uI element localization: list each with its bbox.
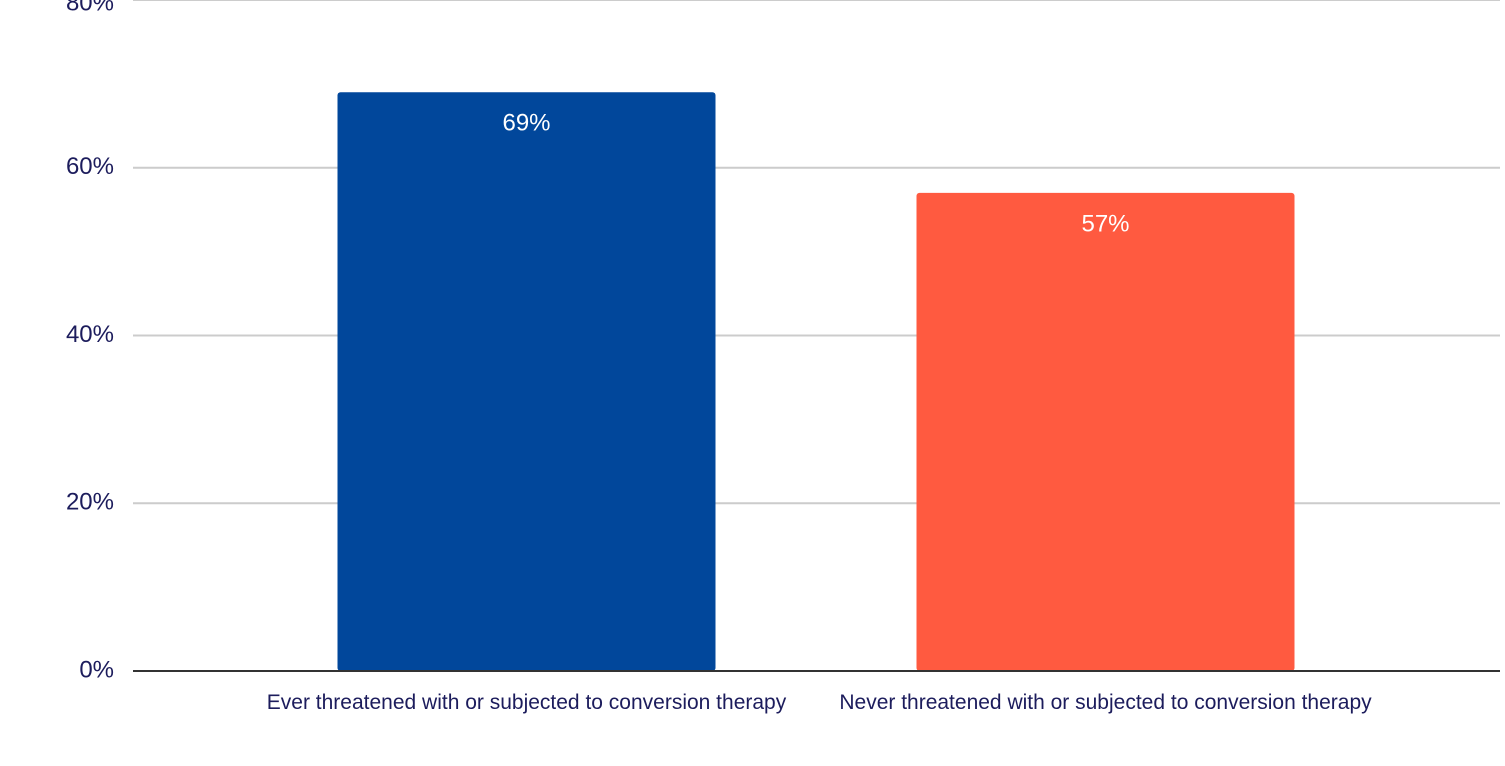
- data-label: 69%: [502, 110, 550, 137]
- y-tick-label: 80%: [66, 0, 114, 16]
- x-tick-label: Ever threatened with or subjected to con…: [266, 691, 787, 714]
- data-label: 57%: [1081, 210, 1129, 237]
- y-tick-label: 40%: [66, 321, 114, 348]
- y-tick-label: 20%: [66, 489, 114, 516]
- y-tick-label: 60%: [66, 153, 114, 180]
- bar: [337, 92, 716, 671]
- y-tick-label: 0%: [79, 656, 114, 683]
- bar: [916, 192, 1295, 671]
- x-tick-label: Never threatened with or subjected to co…: [839, 691, 1372, 714]
